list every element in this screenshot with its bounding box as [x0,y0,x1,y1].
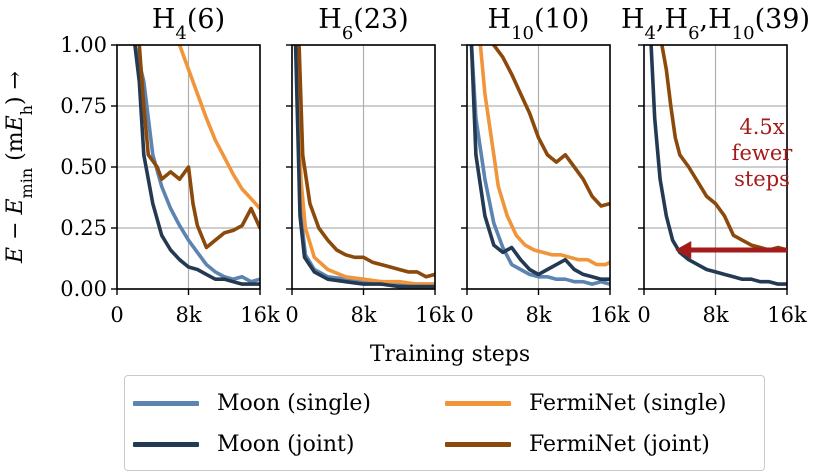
legend-swatch-moon-single [133,400,199,406]
annotation-arrowhead [675,240,692,259]
annotation-text: fewer [732,141,794,165]
panel-1: 0 8k 16k 0.00 0.25 0.50 0.75 1.00 H4(6) [60,4,280,327]
legend: Moon (single) FermiNet (single) Moon (jo… [124,375,765,471]
x-tick-label: 16k [240,303,280,327]
x-tick-label: 16k [415,303,455,327]
panel-title: H4(6) [152,4,225,44]
panel-title: H10(10) [488,4,590,44]
series-ferminet-joint [492,45,610,208]
y-tick-label: 1.00 [60,33,107,57]
legend-swatch-moon-joint [133,441,199,447]
series-moon-single [294,45,435,286]
panel-3: 0 8k 16k H10(10) [460,4,630,327]
x-tick-label: 0 [110,303,123,327]
series-ferminet-single [295,45,435,286]
x-tick-label: 16k [590,303,630,327]
x-tick-label: 0 [460,303,473,327]
x-tick-label: 8k [702,303,728,327]
panel-title: H6(23) [318,4,408,44]
legend-item-moon-joint: Moon (joint) [133,426,354,462]
y-axis-label: E − Emin (mEh) → [3,71,36,264]
series-ferminet-single [177,45,260,211]
x-tick-label: 0 [285,303,298,327]
series-moon-joint [469,45,610,281]
annotation-text: steps [734,167,790,191]
annotation-text: 4.5x [739,115,784,139]
panel-title: H4,H6,H10(39) [621,4,810,44]
legend-swatch-ferminet-joint [445,441,511,447]
x-tick-label: 8k [350,303,376,327]
legend-item-ferminet-single: FermiNet (single) [445,385,726,421]
legend-label-ferminet-joint: FermiNet (joint) [529,431,710,457]
y-tick-label: 0.25 [60,216,107,240]
series-ferminet-joint [297,45,435,279]
legend-item-moon-single: Moon (single) [133,385,371,421]
series-moon-joint [133,45,260,286]
series-moon-joint [649,45,787,286]
series-moon-joint [293,45,435,289]
x-axis-label: Training steps [370,342,530,367]
x-tick-label: 0 [637,303,650,327]
legend-swatch-ferminet-single [445,400,511,406]
x-tick-label: 16k [767,303,807,327]
x-tick-label: 8k [175,303,201,327]
y-tick-label: 0.75 [60,94,107,118]
series-moon-single [469,45,610,286]
series-ferminet-joint [137,45,260,250]
legend-label-ferminet-single: FermiNet (single) [529,390,727,416]
legend-item-ferminet-joint: FermiNet (joint) [445,426,710,462]
panel-2: 0 8k 16k H6(23) [285,4,455,327]
x-tick-label: 8k [525,303,551,327]
y-tick-label: 0.00 [60,277,107,301]
legend-label-moon-single: Moon (single) [217,390,371,416]
legend-label-moon-joint: Moon (joint) [217,431,355,457]
series-ferminet-single [478,45,610,267]
y-tick-label: 0.50 [60,155,107,179]
